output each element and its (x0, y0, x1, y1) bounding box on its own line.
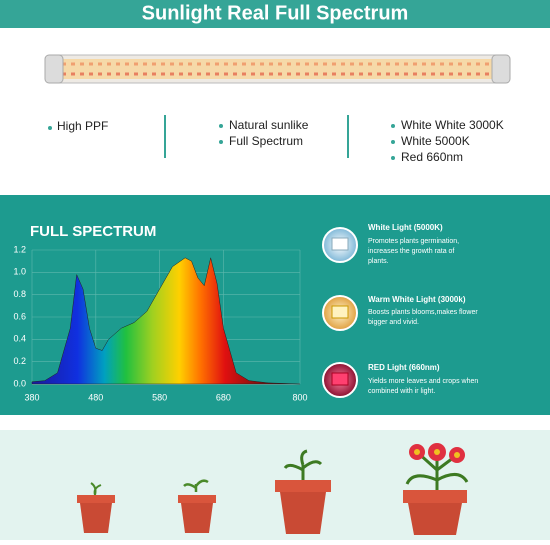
y-tick-label: 1.2 (13, 244, 26, 254)
feature: Red 660nm (401, 150, 463, 164)
chart-title: FULL SPECTRUM (30, 223, 156, 240)
light-desc: increases the growth rata of (368, 248, 454, 255)
y-tick-label: 0.8 (13, 289, 26, 299)
y-tick-label: 0.2 (13, 356, 26, 366)
title: Sunlight Real Full Spectrum (142, 2, 409, 24)
x-tick-label: 580 (152, 392, 167, 402)
led-tube (44, 54, 511, 84)
feature: Natural sunlike (229, 118, 309, 132)
y-tick-label: 1.0 (13, 267, 26, 277)
spectrum-area (31, 257, 301, 385)
plants (77, 443, 469, 535)
light-title: White Light (5000K) (368, 223, 443, 232)
light-desc: bigger and vivid. (368, 319, 419, 326)
light-items: White Light (5000K) Promotes plants germ… (322, 223, 478, 398)
feature: White 5000K (401, 134, 470, 148)
light-desc: combined with ir light. (368, 388, 435, 395)
chart: 0.0 0.2 0.4 0.6 0.8 1.0 1.2 380 480 580 680 800 (13, 244, 307, 402)
light-title: RED Light (660nm) (368, 363, 440, 372)
light-desc: Boosts plants blooms,makes flower (368, 309, 478, 316)
feature: White White 3000K (401, 118, 504, 132)
light-desc: Promotes plants germination, (368, 238, 459, 245)
x-tick-label: 680 (216, 392, 231, 402)
feature: Full Spectrum (229, 134, 303, 148)
y-tick-label: 0.6 (13, 311, 26, 321)
feature: High PPF (57, 119, 108, 133)
x-tick-label: 380 (24, 392, 39, 402)
title-band (0, 0, 550, 28)
x-tick-label: 480 (88, 392, 103, 402)
y-tick-label: 0.0 (13, 378, 26, 388)
features: High PPF Natural sunlike Full Spectrum W… (48, 115, 504, 164)
light-desc: Yields more leaves and crops when (368, 378, 478, 385)
y-tick-label: 0.4 (13, 334, 26, 344)
light-desc: plants. (368, 258, 389, 265)
x-tick-label: 800 (292, 392, 307, 402)
light-title: Warm White Light (3000k) (368, 295, 466, 304)
